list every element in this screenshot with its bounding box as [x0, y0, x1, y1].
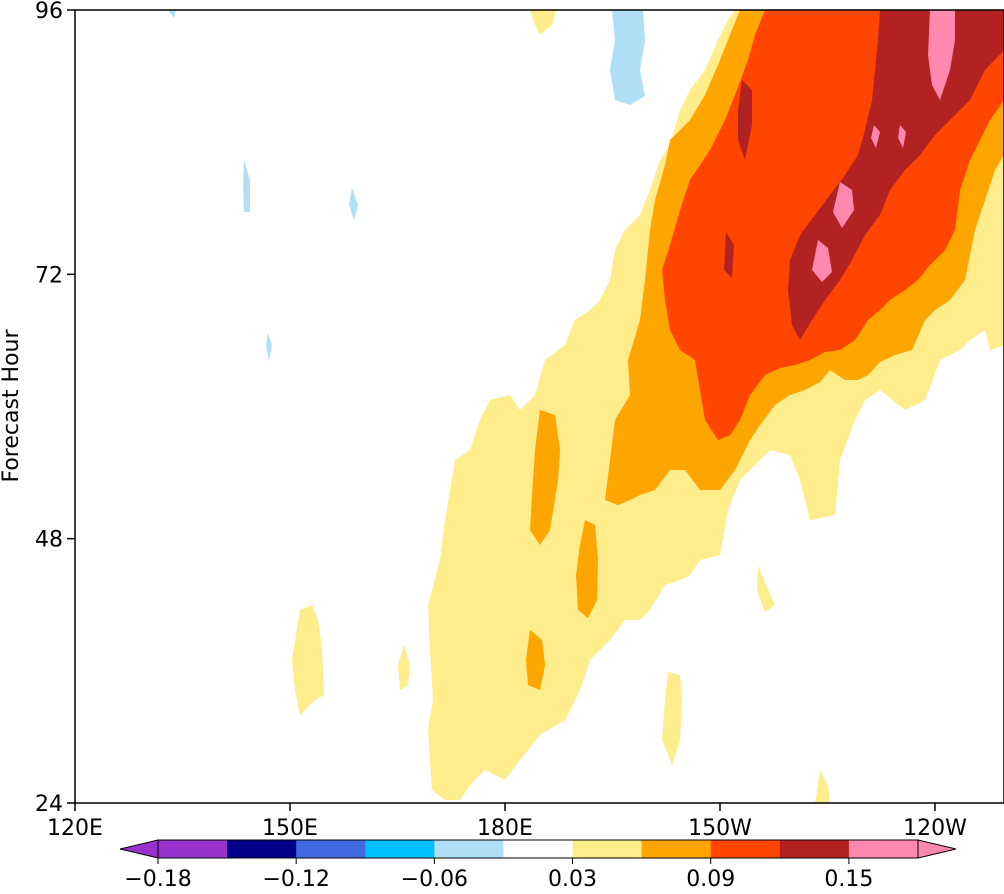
x-tick-label: 150W	[688, 816, 752, 841]
colorbar-label: −0.06	[401, 867, 468, 892]
colorbar-extend-low	[119, 839, 159, 859]
colorbar-segment	[710, 840, 781, 858]
colorbar-segment	[365, 840, 435, 858]
colorbar-segment	[227, 840, 297, 858]
contour-region-pink-4	[871, 125, 880, 148]
contour-region-neg-2	[243, 160, 250, 212]
colorbar-segment	[641, 840, 712, 858]
x-axis: 120E 150E 180E 150W 120W	[47, 803, 967, 841]
colorbar-label: −0.12	[262, 867, 329, 892]
colorbar-segment	[572, 840, 643, 858]
colorbar-segment	[503, 840, 574, 858]
contour-region-darkred-3	[724, 232, 734, 278]
colorbar-label: −0.18	[124, 867, 191, 892]
y-tick-label: 96	[35, 0, 63, 24]
x-tick-label: 150E	[262, 816, 318, 841]
contour-region-pink	[928, 10, 955, 100]
y-axis: 24 48 72 96	[35, 0, 75, 817]
contour-region-neg-4	[266, 333, 272, 362]
colorbar-segment	[158, 840, 228, 858]
colorbar-segment	[848, 840, 919, 858]
colorbar-segment	[434, 840, 504, 858]
colorbar-label: 0.09	[686, 867, 735, 892]
contour-region-neg-1	[610, 10, 645, 105]
contour-region-pink-3	[812, 240, 832, 282]
contour-region-yellow-4	[530, 10, 556, 35]
colorbar-label: 0.03	[548, 867, 597, 892]
y-tick-label: 24	[35, 792, 63, 817]
contour-region-darkred	[788, 10, 1004, 340]
plot-frame	[74, 9, 1004, 804]
x-tick-label: 180E	[477, 816, 533, 841]
contour-region-yellow-2	[292, 605, 324, 715]
colorbar-frame	[157, 839, 919, 859]
x-tick-label: 120W	[903, 816, 967, 841]
colorbar-segment	[779, 840, 850, 858]
contour-region-orange-4	[526, 630, 545, 690]
colorbar-segment	[296, 840, 366, 858]
y-axis-title: Forecast Hour	[0, 329, 24, 483]
y-tick-label: 72	[35, 263, 63, 288]
y-tick-label: 48	[35, 528, 63, 553]
colorbar-label: 0.15	[824, 867, 873, 892]
contour-region-pink-2	[833, 182, 854, 228]
contour-region-yellow-6	[815, 770, 830, 803]
contour-region-neg-3	[349, 188, 358, 220]
contour-region-pink-5	[898, 125, 906, 148]
contour-region-orange-2	[530, 410, 560, 545]
contour-region-yellow-7	[757, 566, 775, 612]
contour-region-neg-5	[168, 10, 176, 18]
colorbar-extend-high	[917, 839, 957, 859]
contour-region-orange-3	[576, 520, 598, 618]
x-tick-label: 120E	[47, 816, 103, 841]
contour-fills	[168, 10, 1004, 803]
contour-region-darkred-2	[738, 80, 752, 160]
contour-region-yellow-5	[662, 672, 682, 765]
colorbar: −0.18 −0.12 −0.06 0.03 0.09 0.15	[119, 839, 957, 892]
contour-region-yellow-3	[398, 645, 410, 690]
